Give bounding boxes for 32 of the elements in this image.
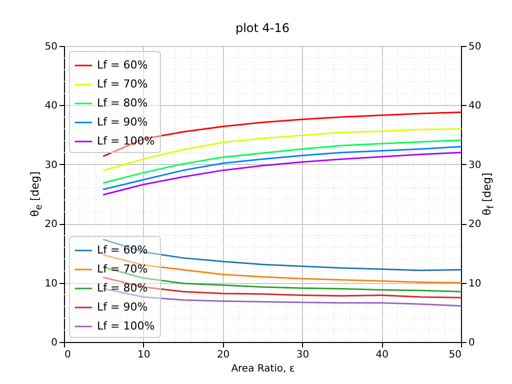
legend-label: Lf = 70% — [97, 262, 148, 276]
legend-label: Lf = 100% — [97, 134, 155, 148]
y-tick-label: 50 — [44, 42, 58, 52]
y2-tick-label: 40 — [468, 100, 482, 112]
legend-label: Lf = 100% — [97, 320, 155, 332]
line-series — [102, 152, 462, 196]
y2-tick-label: 50 — [468, 42, 482, 52]
legend-label: Lf = 80% — [97, 96, 148, 110]
x-tick-label: 50 — [448, 350, 462, 360]
x-tick-label: 20 — [216, 350, 230, 360]
legend-label: Lf = 80% — [97, 282, 148, 294]
legend-label: Lf = 60% — [97, 244, 148, 256]
x-axis-title: Area Ratio, ε — [231, 364, 295, 374]
x-tick-label: 40 — [376, 350, 388, 360]
chart-title: plot 4-16 — [235, 21, 290, 35]
y-tick-label: 0 — [51, 338, 58, 348]
legend-label: Lf = 90% — [97, 300, 148, 314]
x-tick-label: 0 — [64, 350, 71, 360]
y-tick-label: 20 — [44, 219, 58, 230]
legend-label: Lf = 60% — [97, 58, 148, 72]
x-tick-label: 10 — [138, 350, 150, 360]
y-tick-label: 30 — [44, 160, 58, 171]
y2-tick-label: 10 — [468, 278, 482, 290]
y-tick-label: 40 — [44, 100, 58, 112]
legend-label: Lf = 70% — [97, 78, 148, 90]
y2-tick-label: 20 — [468, 219, 482, 230]
x-tick-label: 30 — [296, 350, 310, 360]
y2-tick-label: 30 — [468, 160, 482, 171]
y2-tick-label: 0 — [468, 338, 475, 348]
y-tick-label: 10 — [44, 278, 58, 290]
line-series — [102, 146, 462, 190]
legend-label: Lf = 90% — [97, 116, 148, 128]
